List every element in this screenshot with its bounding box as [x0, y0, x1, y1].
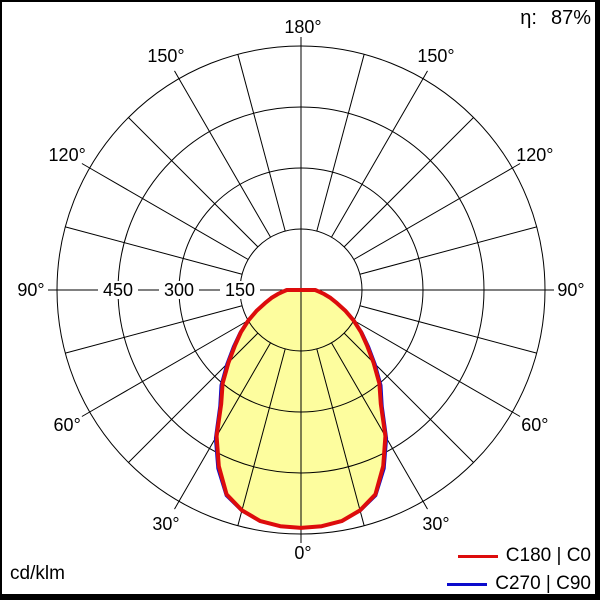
legend-item-c0: C180 | C0 [457, 545, 591, 567]
legend-item-c90: C270 | C90 [447, 573, 591, 594]
radial-tick-label: 450 [103, 280, 133, 300]
angle-label: 0° [294, 543, 311, 563]
efficiency-value: 87% [550, 7, 591, 29]
legend: C180 | C0 C270 | C90 [447, 545, 591, 594]
radial-tick-label: 150 [225, 280, 255, 300]
legend-line-c90-icon [447, 582, 488, 586]
radial-scale-labels: 450 300 150 [98, 280, 260, 300]
angle-label: 150° [417, 46, 454, 66]
angle-label: 150° [147, 46, 184, 66]
angle-label: 120° [516, 145, 553, 165]
angle-label: 90° [17, 280, 44, 300]
polar-intensity-chart: 450 300 150 0° 30° 30° 60° 60° 90° 90° 120° 120° 150… [17, 17, 584, 563]
angle-label: 180° [284, 17, 321, 37]
legend-label-c90: C270 | C90 [495, 573, 591, 594]
polar-grid [48, 37, 554, 543]
angle-label: 60° [54, 415, 81, 435]
angle-label: 30° [422, 514, 449, 534]
angle-label: 30° [152, 514, 179, 534]
angle-label: 120° [49, 145, 86, 165]
angle-labels: 0° 30° 30° 60° 60° 90° 90° 120° 120° 150° 150° 180° [17, 17, 584, 563]
angle-label: 90° [557, 280, 584, 300]
legend-line-c0-icon [457, 554, 498, 558]
legend-label-c0: C180 | C0 [505, 545, 591, 566]
angle-label: 60° [521, 415, 548, 435]
radial-tick-label: 300 [164, 280, 194, 300]
unit-label: cd/klm [10, 563, 65, 584]
curve-c180-c0 [214, 288, 388, 530]
efficiency-readout: η: 87% [520, 7, 591, 30]
efficiency-label: η: [520, 7, 537, 29]
